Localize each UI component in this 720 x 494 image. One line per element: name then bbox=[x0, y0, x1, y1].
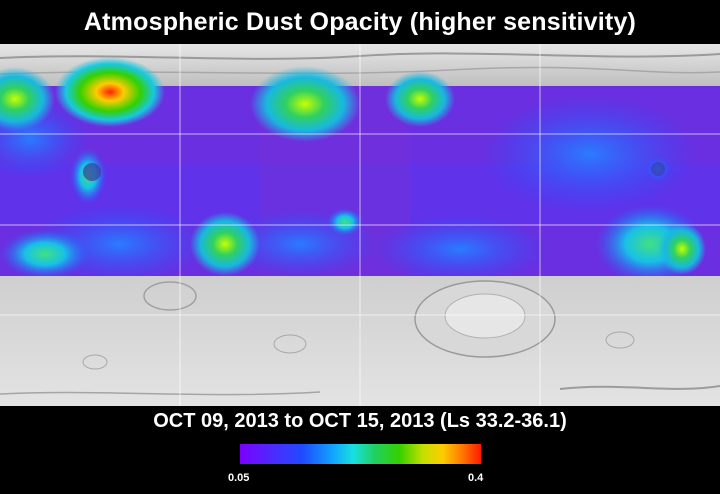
dust-opacity-map-svg bbox=[0, 44, 720, 406]
volcano-marker bbox=[83, 163, 101, 181]
south-ridge-2 bbox=[0, 391, 321, 396]
mars-map bbox=[0, 44, 720, 406]
map-title: Atmospheric Dust Opacity (higher sensiti… bbox=[83, 7, 637, 36]
colorbar-max-label: 0.4 bbox=[468, 472, 484, 484]
volcano-marker bbox=[651, 162, 665, 176]
dust-hotspot-10 bbox=[658, 223, 706, 275]
south-ridge bbox=[559, 385, 720, 390]
dust-hotspot-1 bbox=[0, 67, 55, 131]
graticule bbox=[0, 44, 720, 406]
blue-zone-2 bbox=[480, 94, 700, 214]
dust-hotspot-6 bbox=[190, 212, 260, 276]
dust-hotspot-4 bbox=[385, 71, 455, 127]
crater bbox=[273, 334, 307, 354]
dust-hotspot-3 bbox=[250, 66, 360, 142]
basin-crater-inner bbox=[444, 293, 526, 339]
colorbar-min-label: 0.05 bbox=[228, 472, 250, 484]
blue-zone-5 bbox=[370, 214, 550, 284]
dust-hotspot-7 bbox=[0, 229, 90, 279]
date-range: OCT 09, 2013 to OCT 15, 2013 (Ls 33.2-36… bbox=[153, 410, 567, 432]
dust-hotspot-2 bbox=[55, 57, 165, 127]
colorbar bbox=[240, 444, 481, 464]
crater bbox=[605, 331, 635, 349]
crater bbox=[143, 281, 197, 311]
dust-hotspot-8 bbox=[327, 208, 363, 236]
crater bbox=[82, 354, 108, 370]
